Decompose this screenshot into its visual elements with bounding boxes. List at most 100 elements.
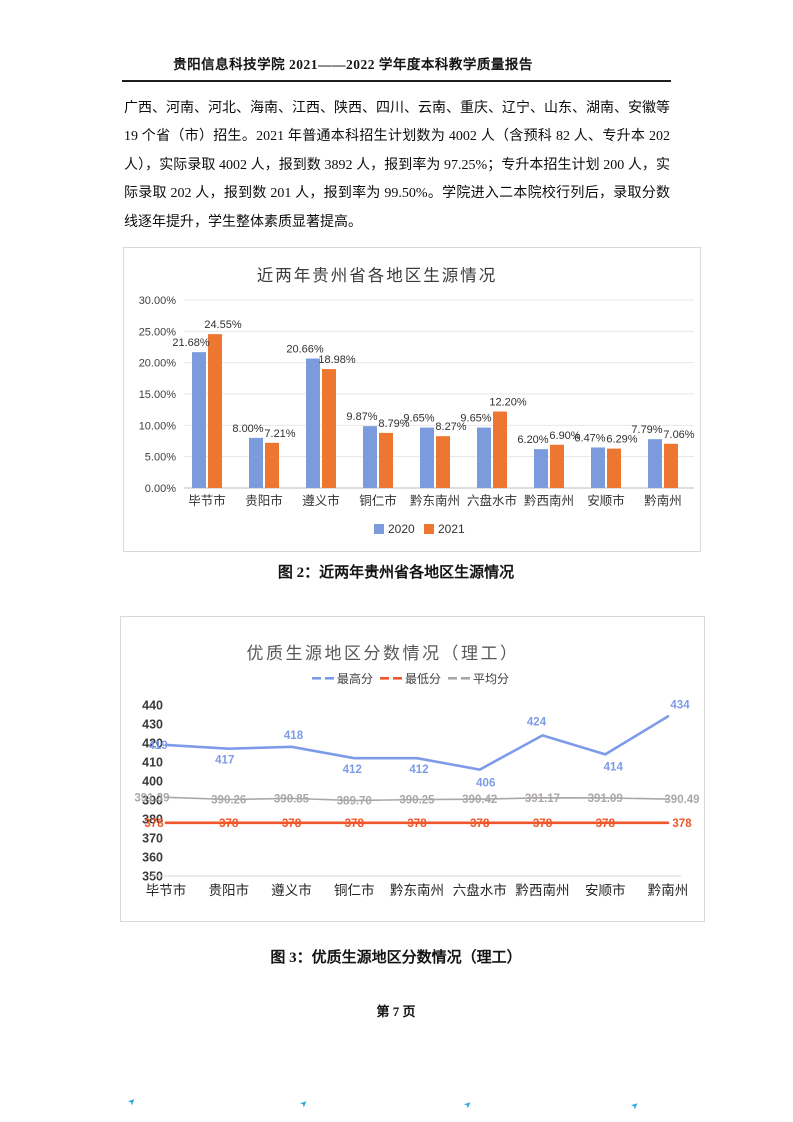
point-label-最低分: 378 — [533, 818, 553, 830]
body-paragraph: 广西、河南、河北、海南、江西、陕西、四川、云南、重庆、辽宁、山东、湖南、安徽等 … — [124, 101, 670, 230]
bar-2020 — [249, 437, 263, 488]
bar-2020 — [363, 426, 377, 488]
category-label: 毕节市 — [188, 493, 226, 508]
bar-2020 — [534, 449, 548, 488]
category-label: 黔东南州 — [410, 493, 460, 508]
bar-2021 — [664, 443, 678, 488]
bar-value-label: 7.21% — [264, 428, 295, 440]
category-label: 贵阳市 — [245, 493, 283, 508]
point-label-平均分: 390.25 — [399, 795, 435, 807]
y-axis-tick-label: 400 — [142, 775, 163, 789]
bar-value-label: 8.27% — [435, 421, 466, 433]
bar-2020 — [192, 352, 206, 488]
point-label-平均分: 391.39 — [134, 792, 169, 804]
legend-swatch-2020 — [374, 524, 384, 534]
bar-2020 — [648, 439, 662, 488]
legend-label: 最高分 — [337, 671, 373, 686]
y-axis-tick-label: 0.00% — [145, 483, 176, 495]
bar-2020 — [306, 358, 320, 488]
bar-value-label: 8.00% — [232, 423, 263, 435]
category-label: 安顺市 — [585, 882, 626, 898]
y-axis-tick-label: 370 — [142, 832, 163, 846]
y-axis-tick-label: 20.00% — [139, 358, 177, 370]
y-axis-tick-label: 390 — [142, 794, 163, 808]
category-label: 黔西南州 — [524, 493, 574, 508]
series-line-平均分 — [165, 796, 669, 802]
point-label-最低分: 378 — [470, 818, 490, 830]
scan-artifact-icon: ➤ — [629, 1099, 642, 1113]
bar-2021 — [436, 436, 450, 488]
legend-label: 最低分 — [405, 672, 441, 686]
bar-value-label: 6.20% — [517, 434, 548, 446]
category-label: 六盘水市 — [453, 882, 507, 898]
point-label-平均分: 390.49 — [664, 794, 699, 806]
chart-title: 优质生源地区分数情况（理工） — [247, 644, 520, 663]
y-axis-tick-label: 380 — [142, 813, 163, 827]
bar-2021 — [322, 369, 336, 488]
category-label: 贵阳市 — [209, 882, 250, 898]
y-axis-tick-label: 410 — [142, 756, 163, 770]
bar-2021 — [550, 444, 564, 488]
legend-dash — [393, 677, 402, 680]
bar-2020 — [477, 427, 491, 488]
point-label-最高分: 412 — [409, 764, 428, 776]
bar-chart-figure: 0.00% 5.00% 10.00% 15.00% 20.00% 25.00% 30.00%… — [123, 247, 701, 552]
category-label: 安顺市 — [587, 493, 625, 508]
page-header-title: 贵阳信息科技学院 2021——2022 学年度本科教学质量报告 — [173, 57, 533, 72]
bar-2020 — [420, 427, 434, 488]
point-label-最高分: 418 — [284, 730, 304, 742]
legend-dash — [448, 677, 457, 680]
legend-label: 平均分 — [473, 672, 509, 686]
category-label: 黔西南州 — [516, 883, 570, 898]
legend-dash — [461, 677, 470, 680]
y-axis-tick-label: 430 — [142, 718, 163, 732]
point-label-最低分: 378 — [144, 818, 164, 830]
bar-value-label: 7.79% — [631, 424, 662, 436]
scan-artifact-icon: ➤ — [462, 1098, 475, 1112]
category-label: 铜仁市 — [359, 493, 397, 508]
bar-value-label: 24.55% — [204, 319, 242, 331]
y-axis-tick-label: 10.00% — [139, 420, 177, 432]
point-label-最低分: 378 — [596, 818, 616, 830]
page-number: 第 7 页 — [376, 1004, 416, 1019]
scan-artifact-icon: ➤ — [298, 1097, 311, 1111]
category-label: 黔南州 — [644, 493, 682, 508]
point-label-最高分: 414 — [604, 761, 624, 773]
line-chart-svg: 优质生源地区分数情况（理工）最高分 最低分 平均分35036037038039040… — [134, 644, 699, 898]
point-label-平均分: 389.70 — [337, 796, 372, 808]
chart-title: 近两年贵州省各地区生源情况 — [257, 266, 498, 285]
legend-dash — [380, 677, 389, 680]
point-label-平均分: 391.17 — [525, 793, 560, 805]
bar-2021 — [208, 334, 222, 488]
y-axis-tick-label: 15.00% — [139, 389, 177, 401]
category-label: 遵义市 — [271, 882, 312, 898]
point-label-最低分: 378 — [345, 818, 365, 830]
point-label-最高分: 419 — [148, 740, 167, 752]
point-label-最低分: 378 — [219, 818, 239, 830]
legend-swatch-2021 — [424, 524, 434, 534]
bar-2021 — [265, 442, 279, 488]
point-label-最低分: 378 — [672, 818, 692, 830]
figure2-caption: 图 2：近两年贵州省各地区生源情况 — [277, 565, 515, 581]
bar-chart-svg: 0.00% 5.00% 10.00% 15.00% 20.00% 25.00% 30.00%… — [139, 266, 695, 536]
y-axis-tick-label: 5.00% — [145, 452, 176, 464]
scan-artifact-icon: ➤ — [126, 1095, 139, 1109]
bar-value-label: 12.20% — [489, 397, 527, 409]
bar-value-label: 20.66% — [286, 344, 324, 356]
y-axis-tick-label: 420 — [142, 737, 163, 751]
bar-value-label: 6.47% — [574, 432, 605, 444]
category-label: 毕节市 — [146, 882, 187, 898]
y-axis-tick-label: 440 — [142, 699, 163, 713]
header-rule — [122, 80, 671, 82]
bar-value-label: 18.98% — [318, 354, 356, 366]
bar-value-label: 6.29% — [606, 434, 637, 446]
point-label-平均分: 390.42 — [462, 794, 497, 806]
category-label: 铜仁市 — [334, 882, 375, 898]
bar-value-label: 9.65% — [460, 413, 491, 425]
y-axis-tick-label: 25.00% — [139, 326, 177, 338]
legend-label-2021: 2021 — [438, 522, 465, 536]
point-label-平均分: 390.26 — [211, 795, 246, 807]
bar-value-label: 9.65% — [403, 413, 434, 425]
point-label-最高分: 406 — [476, 778, 495, 790]
